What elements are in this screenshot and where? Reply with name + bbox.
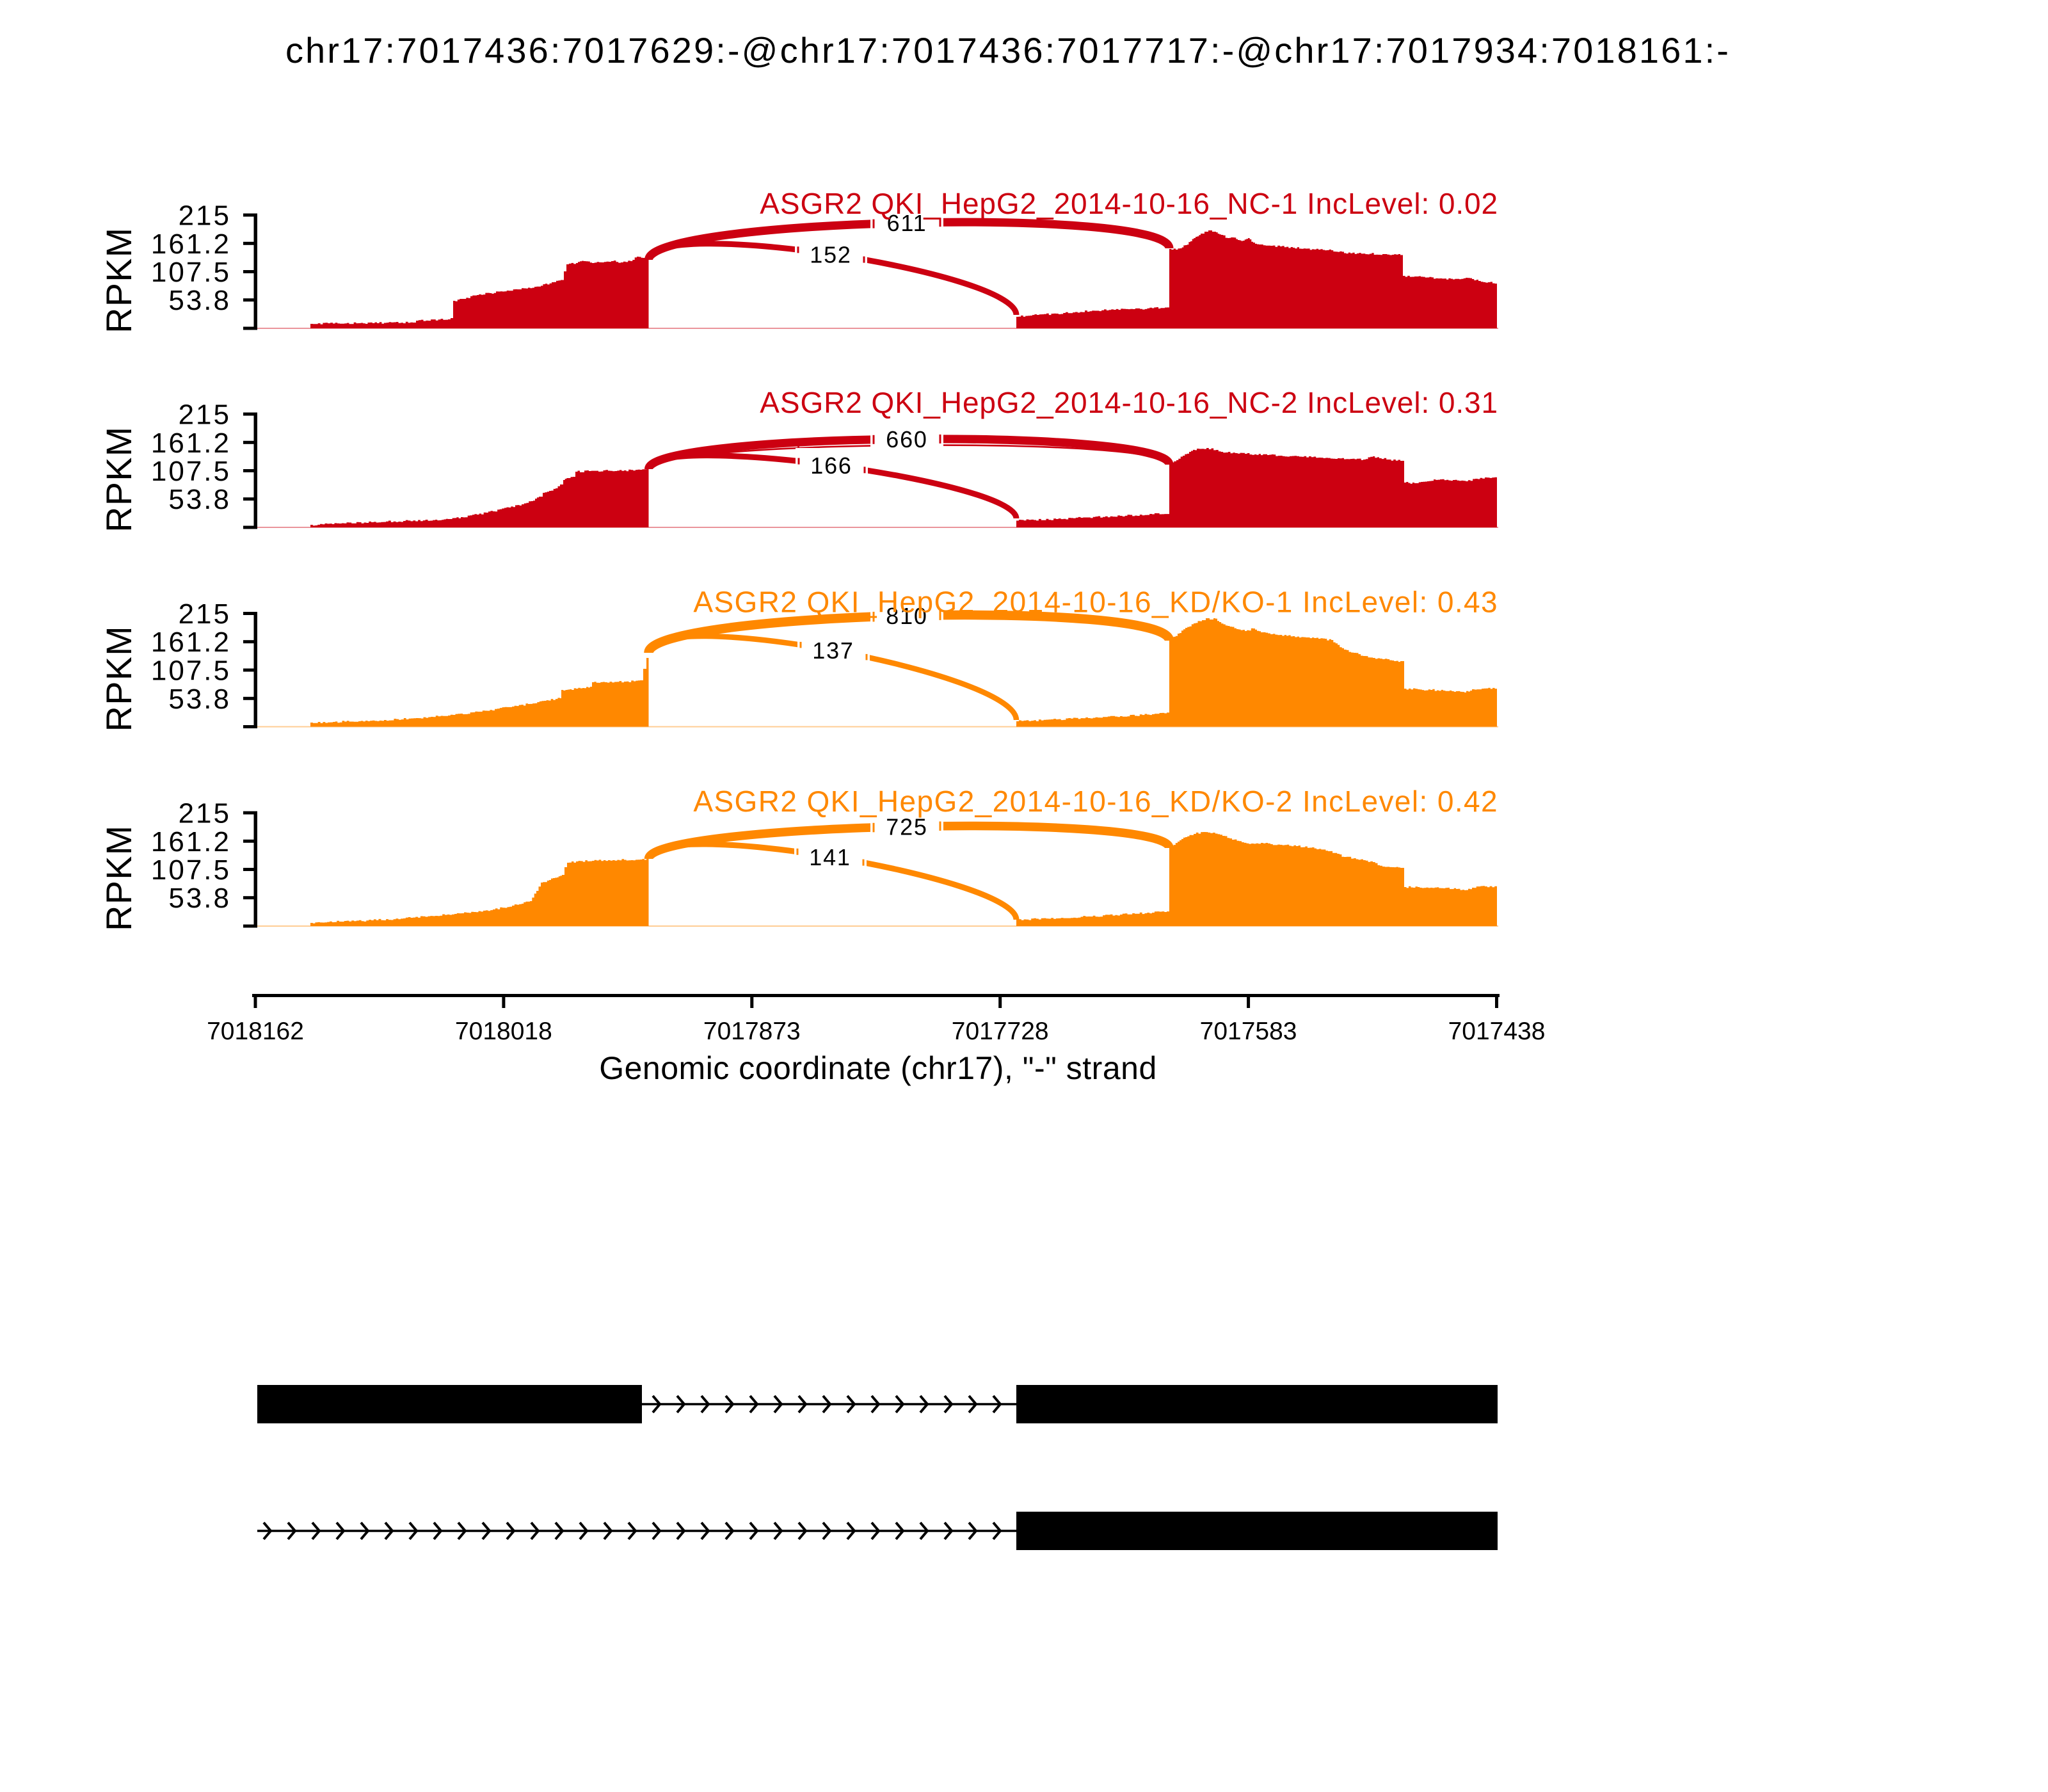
svg-text:107.5: 107.5 [151,257,231,288]
svg-text:810: 810 [886,603,927,629]
svg-text:RPKM: RPKM [99,824,139,931]
svg-text:141: 141 [809,844,851,870]
svg-text:7017728: 7017728 [952,1018,1049,1045]
svg-text:7017583: 7017583 [1200,1018,1297,1045]
svg-text:53.8: 53.8 [168,484,231,515]
svg-text:152: 152 [810,242,851,268]
svg-text:Genomic coordinate (chr17), "-: Genomic coordinate (chr17), "-" strand [599,1050,1157,1086]
svg-text:611: 611 [887,210,927,236]
svg-text:166: 166 [810,452,852,479]
svg-text:215: 215 [179,399,231,431]
svg-text:53.8: 53.8 [168,883,231,914]
svg-text:ASGR2 QKI_HepG2_2014-10-16_KD/: ASGR2 QKI_HepG2_2014-10-16_KD/KO-2 IncLe… [693,785,1498,818]
svg-text:107.5: 107.5 [151,655,231,687]
svg-text:ASGR2 QKI_HepG2_2014-10-16_KD/: ASGR2 QKI_HepG2_2014-10-16_KD/KO-1 IncLe… [693,586,1498,619]
svg-text:ASGR2 QKI_HepG2_2014-10-16_NC-: ASGR2 QKI_HepG2_2014-10-16_NC-1 IncLevel… [760,187,1498,220]
svg-text:107.5: 107.5 [151,854,231,886]
svg-text:RPKM: RPKM [99,625,139,732]
svg-text:RPKM: RPKM [99,227,139,333]
svg-text:107.5: 107.5 [151,456,231,487]
svg-text:660: 660 [886,426,927,452]
svg-text:215: 215 [179,598,231,630]
svg-text:7017873: 7017873 [703,1018,801,1045]
svg-text:161.2: 161.2 [151,228,231,260]
svg-text:RPKM: RPKM [99,426,139,532]
svg-text:53.8: 53.8 [168,684,231,715]
svg-text:ASGR2 QKI_HepG2_2014-10-16_NC-: ASGR2 QKI_HepG2_2014-10-16_NC-2 IncLevel… [760,386,1498,419]
svg-text:7017438: 7017438 [1448,1018,1546,1045]
svg-text:161.2: 161.2 [151,826,231,858]
svg-text:215: 215 [179,798,231,829]
svg-text:137: 137 [812,637,854,664]
svg-text:215: 215 [179,200,231,232]
svg-text:161.2: 161.2 [151,627,231,658]
svg-text:7018162: 7018162 [207,1018,304,1045]
svg-text:53.8: 53.8 [168,285,231,316]
svg-text:725: 725 [886,814,927,840]
svg-text:7018018: 7018018 [455,1018,552,1045]
svg-text:chr17:7017436:7017629:-@chr17:: chr17:7017436:7017629:-@chr17:7017436:70… [285,30,1731,70]
svg-text:161.2: 161.2 [151,428,231,459]
